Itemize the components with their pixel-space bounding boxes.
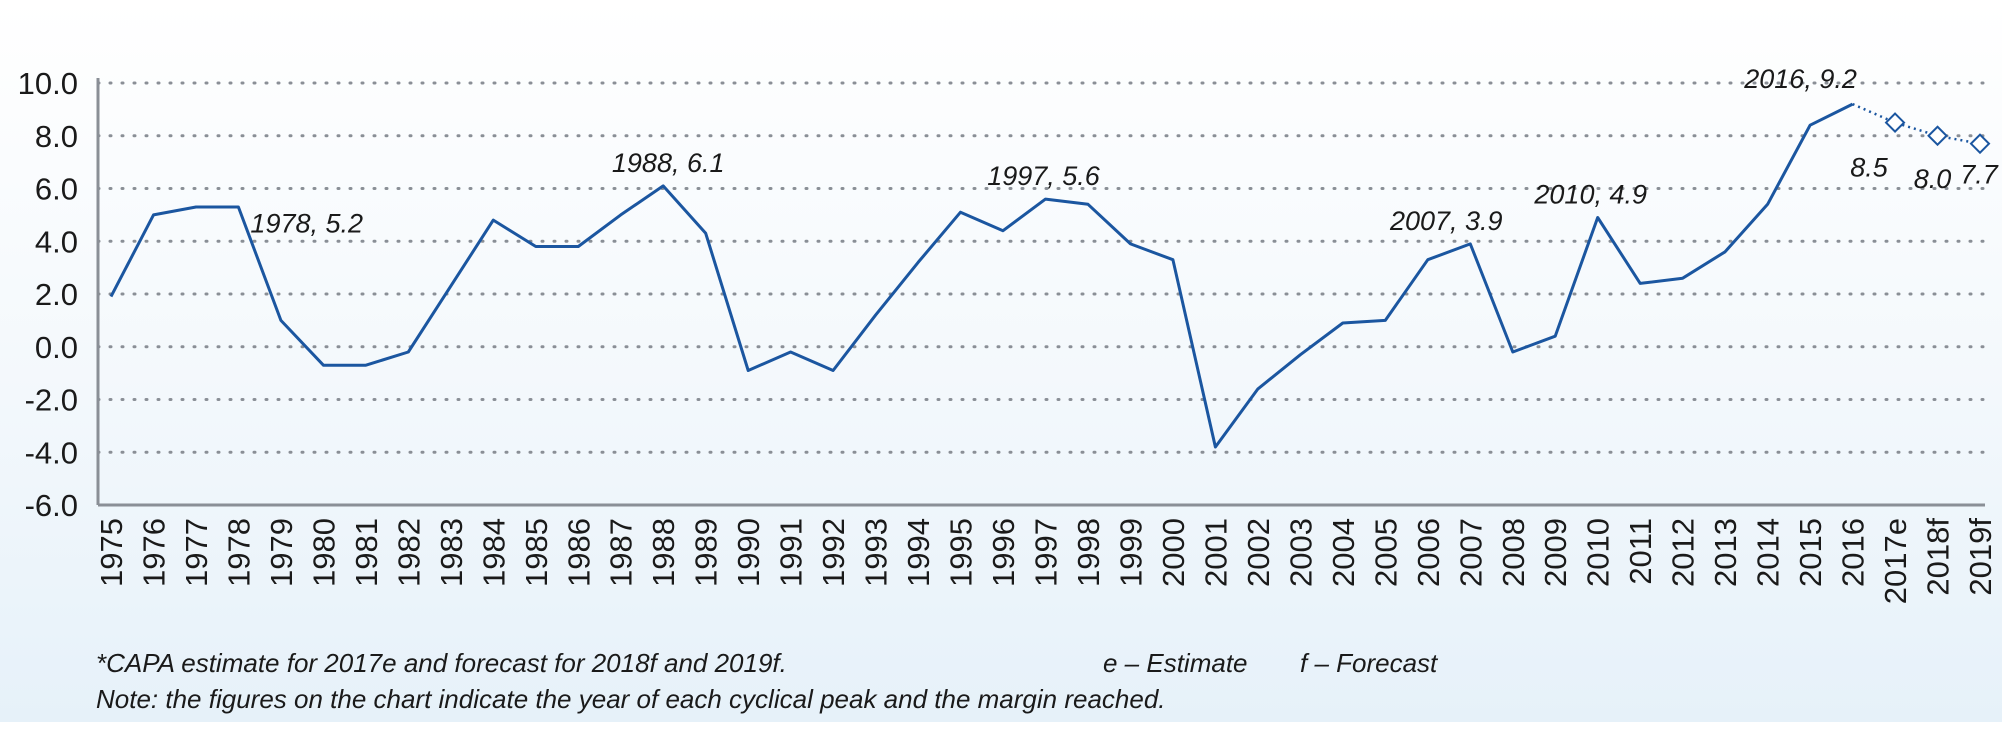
x-tick-label: 1985 (519, 518, 554, 587)
x-tick-label: 2005 (1368, 518, 1403, 587)
x-tick-label: 1979 (264, 518, 299, 587)
x-tick-label: 1983 (434, 518, 469, 587)
x-tick-label: 2006 (1411, 518, 1446, 587)
x-tick-label: 2016 (1836, 518, 1871, 587)
gridlines (96, 81, 1987, 454)
x-tick-label: 1998 (1071, 518, 1106, 587)
x-tick-label: 2008 (1496, 518, 1531, 587)
x-tick-label: 2012 (1666, 518, 1701, 587)
forecast-marker (1884, 112, 1906, 133)
x-tick-label: 2019f (1963, 518, 1998, 596)
peak-annotation-label: 2007, 3.9 (1389, 206, 1503, 236)
peak-annotation-label: 1988, 6.1 (612, 148, 725, 178)
forecast-marker (1927, 125, 1948, 147)
x-tick-label: 1999 (1113, 518, 1148, 587)
x-tick-label: 2004 (1326, 518, 1361, 587)
y-tick-label: -4.0 (25, 435, 78, 470)
x-tick-label: 2007 (1453, 518, 1488, 587)
y-tick-label: 8.0 (35, 119, 78, 154)
x-tick-label: 1993 (859, 518, 894, 587)
y-tick-label: 0.0 (35, 330, 78, 365)
footnote-capa: *CAPA estimate for 2017e and forecast fo… (96, 648, 787, 678)
x-tick-label: 1980 (306, 518, 341, 587)
x-tick-label: 1976 (136, 518, 171, 587)
x-tick-label: 2014 (1751, 518, 1786, 587)
x-tick-label: 2009 (1538, 518, 1573, 587)
x-tick-label: 1975 (94, 518, 129, 587)
y-tick-label: -6.0 (25, 488, 78, 523)
forecast-marker (1969, 133, 1991, 155)
x-tick-label: 1987 (604, 518, 639, 587)
x-tick-label: 2003 (1283, 518, 1318, 587)
x-tick-label: 1995 (944, 518, 979, 587)
x-tick-label: 1988 (646, 518, 681, 587)
peak-annotation-label: 1978, 5.2 (250, 209, 363, 239)
peak-annotation-label: 2010, 4.9 (1533, 180, 1647, 210)
x-tick-label: 1981 (349, 518, 384, 587)
x-tick-label: 2018f (1921, 518, 1956, 596)
x-tick-label: 1982 (391, 518, 426, 587)
line-chart: 10.0 8.0 6.0 4.0 2.0 0.0 -2.0 -4.0 -6.0 1975 1976… (18, 64, 1999, 605)
y-tick-label: 4.0 (35, 224, 78, 259)
y-tick-label: 6.0 (35, 172, 78, 207)
x-tick-label: 2001 (1198, 518, 1233, 587)
forecast-series-line (1852, 102, 1981, 145)
x-tick-label: 2013 (1708, 518, 1743, 587)
x-tick-label: 1989 (689, 518, 724, 587)
x-tick-label: 2000 (1156, 518, 1191, 587)
x-tick-label: 1986 (561, 518, 596, 587)
x-tick-label: 1990 (731, 518, 766, 587)
chart-panel: 10.0 8.0 6.0 4.0 2.0 0.0 -2.0 -4.0 -6.0 1975 1976… (0, 0, 2002, 722)
peak-annotation-label: 7.7 (1960, 160, 1999, 190)
x-tick-label: 1992 (816, 518, 851, 587)
x-tick-label: 1994 (901, 518, 936, 587)
peak-annotation-label: 8.5 (1850, 153, 1889, 183)
peak-annotation-label: 8.0 (1914, 164, 1952, 194)
y-tick-label: -2.0 (25, 383, 78, 418)
footnote-estimate-legend: e – Estimate (1103, 648, 1248, 678)
x-tick-label: 2015 (1793, 518, 1828, 587)
x-tick-label: 1996 (986, 518, 1021, 587)
peak-annotation-label: 2016, 9.2 (1743, 64, 1857, 94)
forecast-markers (1884, 112, 1991, 155)
series-lines (109, 102, 1981, 449)
x-tick-label: 1984 (476, 518, 511, 587)
x-tick-label: 2010 (1581, 518, 1616, 587)
actual-series-line (109, 102, 1854, 449)
peak-annotations: 1978, 5.2 1988, 6.1 1997, 5.6 2007, 3.9 2010… (250, 64, 1998, 239)
axes (96, 78, 1985, 507)
y-tick-label: 2.0 (35, 277, 78, 312)
x-tick-label: 1997 (1029, 518, 1064, 587)
peak-annotation-label: 1997, 5.6 (987, 161, 1101, 191)
footnote-note: Note: the figures on the chart indicate … (96, 684, 1166, 714)
x-tick-label: 2002 (1241, 518, 1276, 587)
x-tick-label: 1977 (179, 518, 214, 587)
y-tick-label: 10.0 (18, 66, 78, 101)
x-axis-ticks: 1975 1976 1977 1978 1979 1980 1981 1982 1983 1984… (94, 518, 1998, 605)
x-tick-label: 1978 (221, 518, 256, 587)
y-axis-ticks: 10.0 8.0 6.0 4.0 2.0 0.0 -2.0 -4.0 -6.0 (18, 66, 78, 523)
x-tick-label: 2017e (1878, 518, 1913, 604)
x-tick-label: 1991 (774, 518, 809, 587)
footnote-forecast-legend: f – Forecast (1300, 648, 1438, 678)
x-tick-label: 2011 (1623, 518, 1658, 585)
